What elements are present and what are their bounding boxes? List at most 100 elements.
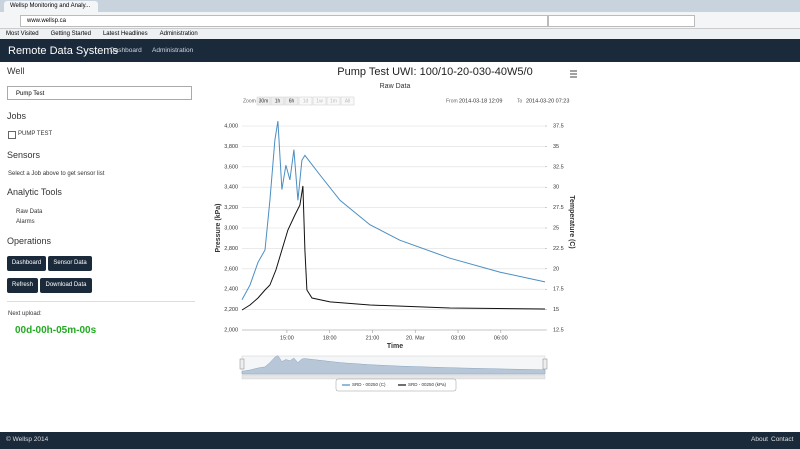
zoom-button[interactable] xyxy=(312,96,327,106)
from-label: From xyxy=(446,98,458,104)
countdown: 00d-00h-05m-00s xyxy=(15,325,97,336)
bookmark[interactable]: Getting Started xyxy=(50,31,91,37)
series-line xyxy=(241,185,546,311)
zoom-button-label: All xyxy=(345,98,351,104)
y2-tick-label: 35 xyxy=(553,144,559,150)
y-tick-label: 2,000 xyxy=(224,327,238,333)
navigator-handle[interactable] xyxy=(542,358,548,370)
y2-tick-label: 25 xyxy=(553,225,559,231)
series-line xyxy=(241,121,546,301)
y-tick-label: 2,600 xyxy=(224,266,238,272)
menu-icon xyxy=(570,70,577,78)
note: Select a Job above to get sensor list xyxy=(8,171,105,177)
heading: Analytic Tools xyxy=(7,187,62,197)
radio[interactable]: Alarms xyxy=(16,219,35,225)
y-tick-label: 3,200 xyxy=(224,205,238,211)
navbar xyxy=(0,39,800,62)
zoom-button[interactable] xyxy=(284,96,299,106)
zoom-button-label: 1m xyxy=(330,98,337,104)
job-checkbox[interactable]: PUMP TEST xyxy=(18,131,53,137)
brand[interactable]: Remote Data Systems xyxy=(8,45,119,57)
bookmark[interactable]: Administration xyxy=(159,31,198,37)
heading: Operations xyxy=(7,236,52,246)
divider xyxy=(7,301,195,302)
tab-bar xyxy=(0,0,800,12)
heading: Well xyxy=(7,66,25,76)
y2-tick-label: 37.5 xyxy=(553,123,564,129)
nav-link[interactable]: Dashboard xyxy=(110,47,142,54)
y-tick-label: 3,600 xyxy=(224,164,238,170)
copyright: © Wellsp 2014 xyxy=(6,436,49,443)
y-tick-label: 3,800 xyxy=(224,144,238,150)
footer-link[interactable]: Contact xyxy=(771,436,794,443)
bookmarks-bar: Most Visited Getting Started Latest Headli… xyxy=(0,29,800,39)
y2-axis-title: Temperature (C) xyxy=(568,195,575,249)
x-tick-label: 21:00 xyxy=(366,335,380,341)
heading: Jobs xyxy=(7,111,27,121)
bookmark[interactable]: Most Visited xyxy=(6,31,39,37)
legend-label: SRD - 00250 (kPa) xyxy=(408,382,447,387)
y2-tick-label: 32.5 xyxy=(553,164,564,170)
from-date: 2014-03-18 12:09 xyxy=(459,98,502,104)
y2-tick-label: 22.5 xyxy=(553,246,564,252)
x-tick-label: 06:00 xyxy=(494,335,508,341)
to-date: 2014-03-20 07:23 xyxy=(526,98,569,104)
checkbox[interactable] xyxy=(8,131,16,139)
button[interactable]: Dashboard xyxy=(7,256,46,271)
y2-tick-label: 20 xyxy=(553,266,559,272)
y2-tick-label: 15 xyxy=(553,307,559,313)
zoom-button-label: 6h xyxy=(289,98,295,104)
y-tick-label: 2,200 xyxy=(224,307,238,313)
y2-tick-label: 17.5 xyxy=(553,287,564,293)
scrollbar xyxy=(241,374,546,380)
zoom-button[interactable] xyxy=(326,96,341,106)
zoom-button[interactable] xyxy=(340,96,355,106)
button[interactable]: Sensor Data xyxy=(48,256,92,271)
heading: Sensors xyxy=(7,150,41,160)
navigator-area xyxy=(241,355,546,375)
button[interactable]: Refresh xyxy=(7,278,38,293)
nav-link[interactable]: Administration xyxy=(152,47,194,54)
y2-tick-label: 30 xyxy=(553,185,559,191)
y-tick-label: 3,400 xyxy=(224,185,238,191)
y-axis-title: Pressure (kPa) xyxy=(215,203,222,252)
zoom-button-label: 1d xyxy=(303,98,309,104)
footer-link[interactable]: About xyxy=(751,436,768,443)
x-tick-label: 03:00 xyxy=(451,335,465,341)
legend xyxy=(335,378,457,392)
search-box[interactable] xyxy=(548,15,695,27)
chart-subtitle: Raw Data xyxy=(380,83,411,90)
zoom-button[interactable] xyxy=(256,96,271,106)
y-tick-label: 4,000 xyxy=(224,123,238,129)
navigator-handle[interactable] xyxy=(239,358,245,370)
navigator xyxy=(241,355,546,375)
chart-title: Pump Test UWI: 100/10-20-030-40W5/0 xyxy=(337,66,532,78)
zoom-button[interactable] xyxy=(270,96,285,106)
zoom-button[interactable] xyxy=(298,96,313,106)
to-label: To xyxy=(517,98,523,104)
zoom-button-label: 1h xyxy=(275,98,281,104)
y-tick-label: 2,400 xyxy=(224,287,238,293)
zoom-button-label: 1w xyxy=(316,98,323,104)
y2-tick-label: 12.5 xyxy=(553,327,564,333)
zoom-label: Zoom xyxy=(243,98,256,104)
y-tick-label: 2,800 xyxy=(224,246,238,252)
x-tick-label: 18:00 xyxy=(323,335,337,341)
x-tick-label: 20. Mar xyxy=(406,335,425,341)
y-tick-label: 3,000 xyxy=(224,225,238,231)
button[interactable]: Download Data xyxy=(40,278,92,293)
bookmark[interactable]: Latest Headlines xyxy=(102,31,148,37)
browser-tab[interactable]: Wellsp Monitoring and Analy... xyxy=(4,1,98,12)
x-axis-title: Time xyxy=(387,343,403,350)
address-bar[interactable]: www.wellsp.ca xyxy=(20,15,548,27)
radio[interactable]: Raw Data xyxy=(16,209,43,215)
y2-tick-label: 27.5 xyxy=(553,205,564,211)
legend-label: SRD - 00250 (C) xyxy=(352,382,386,387)
label: Next upload: xyxy=(8,311,42,317)
footer xyxy=(0,432,800,449)
x-tick-label: 15:00 xyxy=(280,335,294,341)
zoom-button-label: 30m xyxy=(259,98,269,104)
well-select[interactable]: Pump Test xyxy=(7,86,192,100)
